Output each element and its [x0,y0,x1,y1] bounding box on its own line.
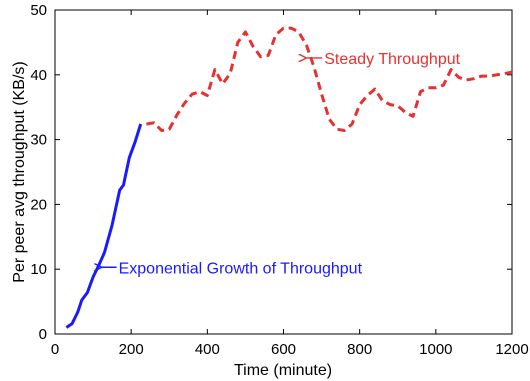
x-tick-label: 0 [51,341,59,358]
annotation-label: Exponential Growth of Throughput [119,260,363,277]
y-tick-label: 20 [30,196,47,213]
annotation-layer: Steady Throughput Exponential Growth of T… [101,51,461,277]
y-tick-label: 10 [30,261,47,278]
x-tick-label: 1000 [419,341,452,358]
annotation-label: Steady Throughput [324,51,460,68]
x-tick-label: 1200 [495,341,528,358]
y-axis-label: Per peer avg throughput (KB/s) [11,61,28,282]
x-axis-label: Time (minute) [234,362,332,379]
y-tick-label: 30 [30,132,47,149]
series-layer [65,26,513,329]
y-tick-label: 40 [30,67,47,84]
axis-ticks [54,9,513,335]
x-tick-label: 400 [195,341,220,358]
exponential-growth-line [65,123,143,329]
steady-throughput-line [146,26,513,132]
y-tick-label: 0 [39,326,47,343]
y-tick-labels: 0 10 20 30 40 50 [30,2,47,343]
x-tick-label: 800 [347,341,372,358]
x-tick-label: 200 [119,341,144,358]
x-tick-label: 600 [271,341,296,358]
y-tick-label: 50 [30,2,47,19]
x-tick-labels: 0 200 400 600 800 1000 1200 [51,341,529,358]
